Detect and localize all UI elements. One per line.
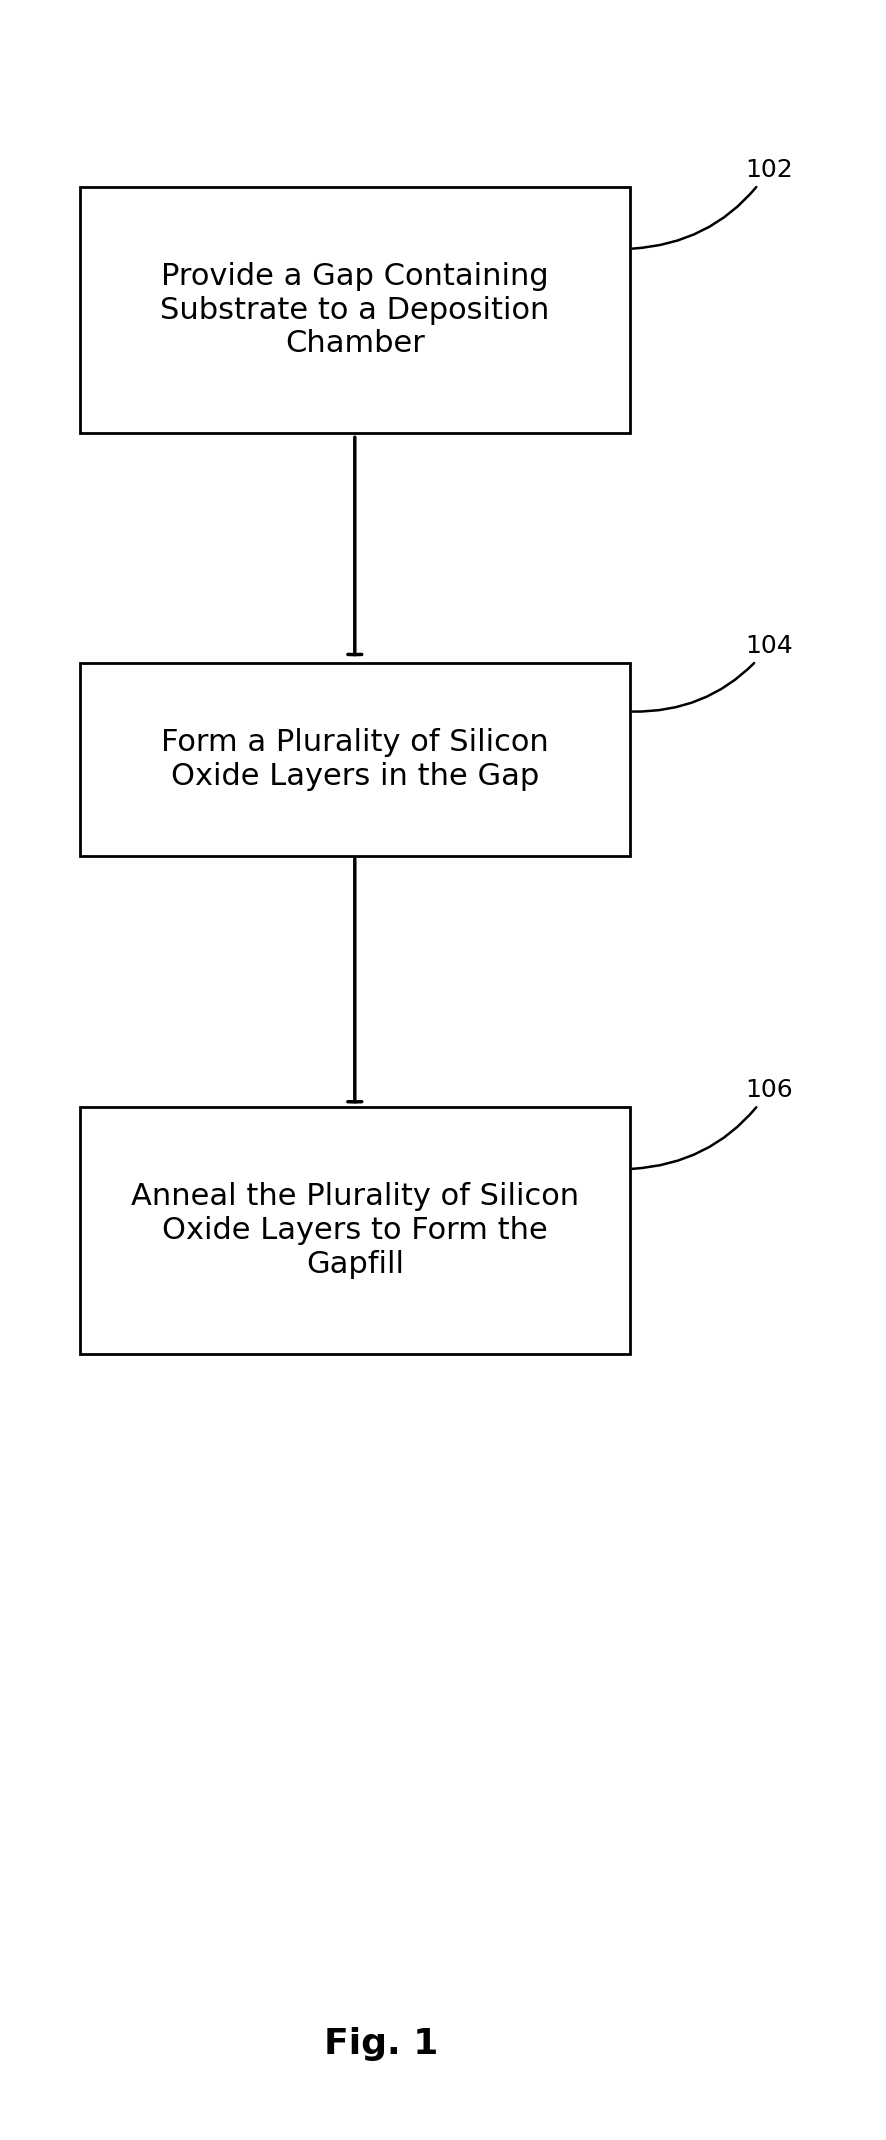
- Text: Form a Plurality of Silicon
Oxide Layers in the Gap: Form a Plurality of Silicon Oxide Layers…: [160, 728, 548, 792]
- Text: 106: 106: [632, 1079, 792, 1168]
- Text: 102: 102: [632, 158, 792, 248]
- Text: Anneal the Plurality of Silicon
Oxide Layers to Form the
Gapfill: Anneal the Plurality of Silicon Oxide La…: [130, 1183, 579, 1278]
- FancyBboxPatch shape: [80, 1109, 629, 1355]
- Text: 104: 104: [632, 633, 792, 713]
- Text: Provide a Gap Containing
Substrate to a Deposition
Chamber: Provide a Gap Containing Substrate to a …: [160, 263, 548, 357]
- FancyBboxPatch shape: [80, 186, 629, 432]
- FancyBboxPatch shape: [80, 663, 629, 856]
- Text: Fig. 1: Fig. 1: [324, 2027, 438, 2061]
